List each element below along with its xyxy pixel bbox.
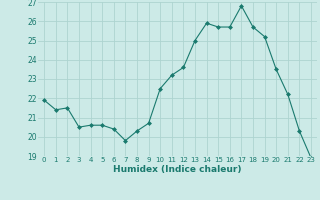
- X-axis label: Humidex (Indice chaleur): Humidex (Indice chaleur): [113, 165, 242, 174]
